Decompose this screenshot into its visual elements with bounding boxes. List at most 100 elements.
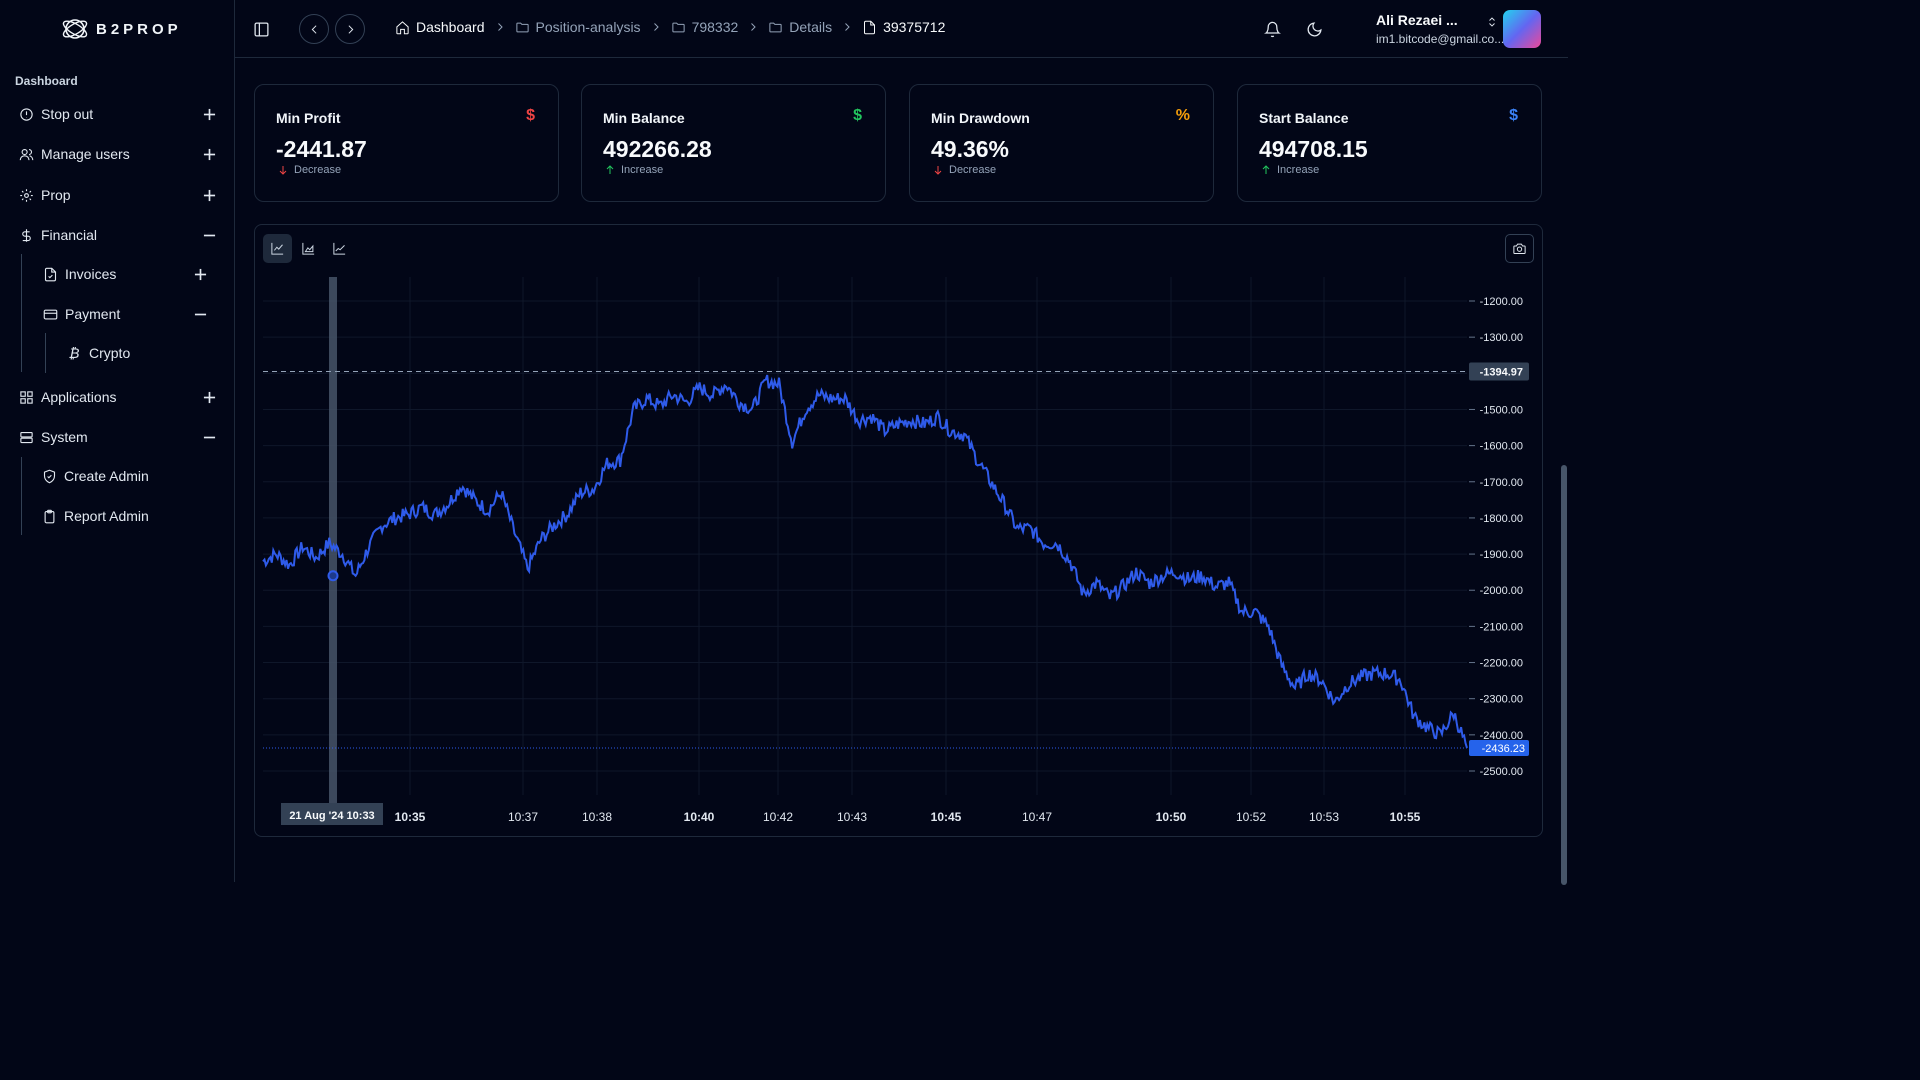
user-menu[interactable]: Ali Rezaei ... im1.bitcode@gmail.co...	[1376, 12, 1504, 46]
breadcrumb-label: 798332	[691, 19, 739, 35]
baseline-chart-tool-button[interactable]	[325, 234, 354, 263]
dollar-icon: $	[1509, 107, 1518, 124]
sidebar-item-crypto[interactable]: ₿ Crypto	[66, 335, 131, 371]
y-tick-label: -2500.00	[1480, 766, 1523, 778]
breadcrumb-position[interactable]: 39375712	[862, 19, 945, 35]
x-tick-label: 10:45	[931, 810, 962, 824]
percent-icon: %	[1175, 107, 1190, 124]
scrollbar-thumb[interactable]	[1561, 465, 1567, 885]
sidebar-item-invoices[interactable]: Invoices	[42, 256, 116, 292]
user-menu-toggle[interactable]	[1485, 14, 1499, 30]
sidebar-item-payment[interactable]: Payment	[42, 296, 120, 332]
stat-card-min-balance: Min Balance $ 492266.28 Increase	[581, 84, 886, 202]
line-chart-icon	[271, 242, 284, 255]
crosshair-time-label: 21 Aug '24 10:33	[289, 810, 374, 822]
y-tick-label: -2000.00	[1480, 585, 1523, 597]
sidebar-item-system[interactable]: System	[18, 419, 88, 455]
sidebar-item-stop-out[interactable]: Stop out	[18, 96, 93, 132]
card-trend: Decrease	[932, 164, 996, 176]
folder-icon	[671, 22, 685, 32]
forward-button[interactable]	[335, 14, 365, 44]
page-scrollbar[interactable]	[1560, 60, 1568, 885]
shield-check-icon	[41, 468, 57, 484]
y-tick-label: -1600.00	[1480, 441, 1523, 453]
top-header: Dashboard Position-analysis 798332 Detai…	[235, 0, 1568, 58]
breadcrumb-label: Dashboard	[416, 19, 485, 35]
logo[interactable]: B2PROP	[60, 14, 182, 44]
y-tick-label: -1300.00	[1480, 332, 1523, 344]
breadcrumb: Dashboard Position-analysis 798332 Detai…	[395, 19, 945, 35]
arrow-up-icon	[606, 165, 614, 174]
card-trend-label: Decrease	[949, 164, 997, 176]
x-tick-label: 10:52	[1236, 810, 1266, 824]
expand-plus-icon[interactable]	[202, 390, 216, 404]
breadcrumb-label: Details	[789, 19, 833, 35]
crosshair-point	[327, 570, 339, 582]
sidebar-item-manage-users[interactable]: Manage users	[18, 136, 130, 172]
chevron-right-icon	[747, 21, 759, 33]
grid-icon	[18, 389, 34, 405]
screenshot-button[interactable]	[1505, 234, 1534, 263]
stat-card-start-balance: Start Balance $ 494708.15 Increase	[1237, 84, 1542, 202]
stat-card-min-profit: Min Profit $ -2441.87 Decrease	[254, 84, 559, 202]
breadcrumb-label: 39375712	[883, 19, 946, 35]
theme-toggle-button[interactable]	[1304, 19, 1324, 39]
sidebar-item-report-admin[interactable]: Report Admin	[41, 498, 149, 534]
logo-text: B2PROP	[96, 20, 182, 38]
collapse-minus-icon[interactable]	[202, 430, 216, 444]
expand-plus-icon[interactable]	[193, 267, 207, 281]
breadcrumb-dashboard[interactable]: Dashboard	[395, 19, 485, 35]
sidebar-item-financial[interactable]: Financial	[18, 217, 97, 253]
panel-left-icon	[253, 21, 269, 37]
arrow-up-icon	[1262, 165, 1270, 174]
expand-plus-icon[interactable]	[202, 107, 216, 121]
breadcrumb-details[interactable]: Details	[768, 19, 832, 35]
crosshair-price-label: -1394.97	[1480, 366, 1523, 378]
back-button[interactable]	[299, 14, 329, 44]
sidebar-item-applications[interactable]: Applications	[18, 379, 117, 415]
gear-icon	[18, 187, 34, 203]
sidebar: B2PROP Dashboard Stop out Manage users P…	[0, 0, 235, 882]
breadcrumb-account[interactable]: 798332	[671, 19, 739, 35]
sidebar-item-label: Crypto	[89, 345, 131, 361]
y-tick-label: -2200.00	[1480, 658, 1523, 670]
sidebar-item-create-admin[interactable]: Create Admin	[41, 458, 149, 494]
y-tick-label: -2400.00	[1480, 730, 1523, 742]
sidebar-section-title: Dashboard	[15, 74, 78, 88]
expand-plus-icon[interactable]	[202, 188, 216, 202]
x-tick-label: 10:42	[763, 810, 793, 824]
logo-icon	[62, 19, 88, 39]
sidebar-item-label: Invoices	[65, 266, 117, 282]
x-tick-label: 10:40	[684, 810, 715, 824]
line-chart-tool-button[interactable]	[263, 234, 292, 263]
chevron-right-icon	[494, 21, 506, 33]
sidebar-item-prop[interactable]: Prop	[18, 177, 71, 213]
collapse-minus-icon[interactable]	[202, 228, 216, 242]
sidebar-toggle-button[interactable]	[251, 19, 271, 39]
balance-line-chart[interactable]: -1200.00-1300.00-1400.00-1500.00-1600.00…	[255, 225, 1544, 838]
expand-plus-icon[interactable]	[202, 147, 216, 161]
breadcrumb-position-analysis[interactable]: Position-analysis	[515, 19, 641, 35]
alert-circle-icon	[18, 106, 34, 122]
dollar-icon: $	[853, 107, 862, 124]
breadcrumb-label: Position-analysis	[535, 19, 641, 35]
card-trend: Increase	[1260, 164, 1319, 176]
y-tick-label: -2100.00	[1480, 621, 1523, 633]
chevron-right-icon	[650, 21, 662, 33]
y-tick-label: -1500.00	[1480, 404, 1523, 416]
collapse-minus-icon[interactable]	[193, 307, 207, 321]
card-value: 49.36%	[931, 136, 1010, 162]
card-title: Start Balance	[1259, 110, 1349, 126]
chevron-right-icon	[348, 24, 353, 34]
card-title: Min Profit	[276, 110, 341, 126]
chart-panel: -1200.00-1300.00-1400.00-1500.00-1600.00…	[254, 224, 1543, 837]
tree-line	[45, 333, 46, 373]
sidebar-item-label: Applications	[41, 389, 117, 405]
x-tick-label: 10:35	[395, 810, 426, 824]
bell-icon	[1263, 21, 1281, 37]
notifications-button[interactable]	[1262, 19, 1282, 39]
chevron-right-icon	[841, 21, 853, 33]
area-chart-tool-button[interactable]	[294, 234, 323, 263]
users-icon	[18, 146, 34, 162]
avatar[interactable]	[1503, 10, 1541, 48]
